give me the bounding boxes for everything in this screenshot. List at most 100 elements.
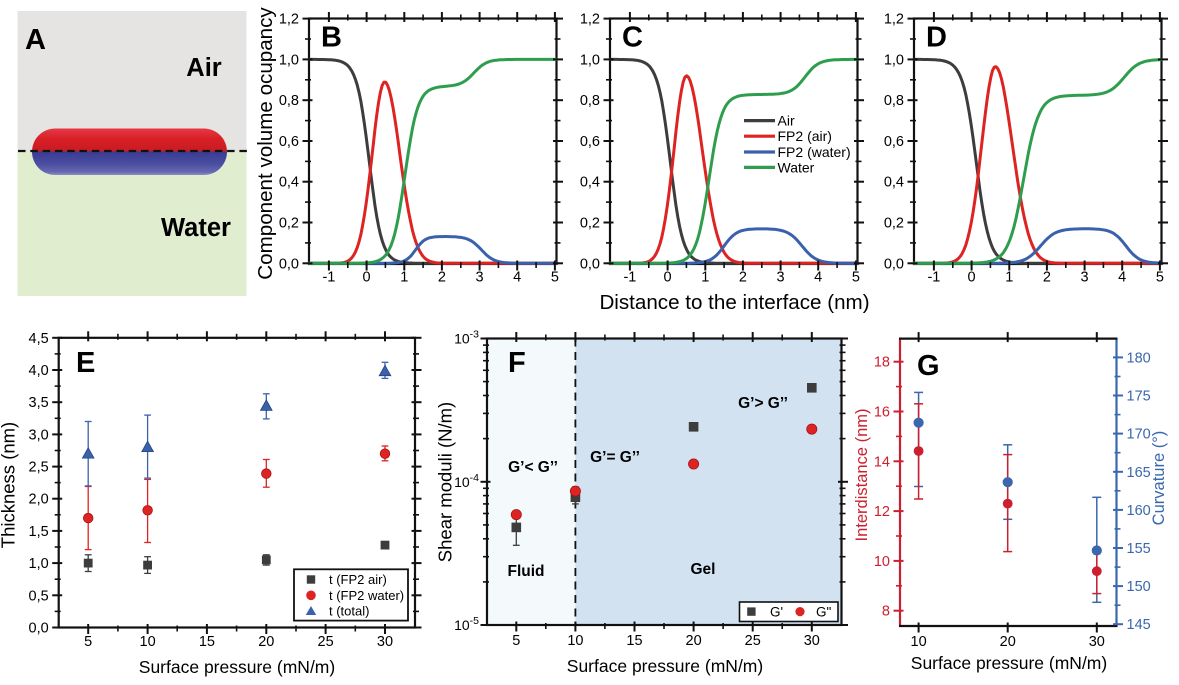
svg-text:1,2: 1,2 — [580, 12, 600, 28]
svg-text:0,2: 0,2 — [580, 216, 600, 232]
svg-text:0,8: 0,8 — [580, 93, 600, 109]
svg-text:1,0: 1,0 — [29, 556, 49, 572]
svg-text:Surface pressure (mN/m): Surface pressure (mN/m) — [139, 657, 335, 677]
svg-text:1,0: 1,0 — [884, 52, 904, 68]
svg-text:25: 25 — [318, 634, 334, 650]
svg-text:Interdistance (nm): Interdistance (nm) — [853, 409, 871, 542]
svg-text:G’> G’’: G’> G’’ — [738, 395, 788, 412]
svg-text:1,2: 1,2 — [279, 12, 299, 28]
svg-text:165: 165 — [1127, 465, 1151, 481]
svg-text:0,4: 0,4 — [580, 175, 600, 191]
svg-text:2: 2 — [438, 270, 446, 286]
svg-text:14: 14 — [874, 454, 890, 470]
svg-text:Water: Water — [778, 159, 815, 175]
svg-text:10: 10 — [567, 633, 583, 649]
svg-text:E: E — [76, 347, 95, 379]
svg-text:30: 30 — [377, 634, 393, 650]
svg-text:10: 10 — [874, 554, 890, 570]
svg-text:4: 4 — [513, 270, 521, 286]
svg-text:Air: Air — [778, 113, 795, 129]
svg-text:Surface pressure (mN/m): Surface pressure (mN/m) — [911, 653, 1107, 673]
svg-text:-1: -1 — [322, 270, 335, 286]
svg-text:3,5: 3,5 — [29, 395, 49, 411]
svg-text:t (total): t (total) — [329, 604, 369, 619]
svg-text:1,2: 1,2 — [884, 12, 904, 28]
svg-text:Gel: Gel — [691, 561, 716, 578]
svg-text:0,8: 0,8 — [884, 93, 904, 109]
svg-text:15: 15 — [199, 634, 215, 650]
svg-text:0: 0 — [664, 270, 672, 286]
svg-text:20: 20 — [258, 634, 274, 650]
svg-text:FP2 (water): FP2 (water) — [778, 144, 851, 160]
svg-text:1,5: 1,5 — [29, 524, 49, 540]
svg-text:18: 18 — [874, 355, 890, 371]
svg-text:1,0: 1,0 — [580, 52, 600, 68]
svg-text:G’= G’’: G’= G’’ — [590, 449, 640, 466]
svg-text:175: 175 — [1127, 389, 1151, 405]
svg-text:A: A — [25, 24, 46, 56]
svg-text:0,5: 0,5 — [29, 588, 49, 604]
svg-text:Fluid: Fluid — [507, 563, 544, 580]
svg-text:3: 3 — [777, 270, 785, 286]
svg-text:G’< G’’: G’< G’’ — [508, 459, 558, 476]
svg-text:Component volume ocupancy: Component volume ocupancy — [254, 7, 277, 280]
svg-text:Curvature (°): Curvature (°) — [1150, 431, 1168, 526]
svg-text:0,6: 0,6 — [580, 134, 600, 150]
svg-text:10-5: 10-5 — [454, 615, 479, 633]
svg-text:G: G — [917, 350, 940, 382]
svg-text:F: F — [508, 347, 526, 379]
svg-text:0,0: 0,0 — [884, 256, 904, 272]
svg-text:10: 10 — [911, 634, 927, 650]
svg-text:Air: Air — [186, 54, 222, 82]
svg-text:0,2: 0,2 — [279, 216, 299, 232]
svg-text:0,4: 0,4 — [884, 175, 904, 191]
svg-text:D: D — [926, 22, 947, 54]
svg-text:10-4: 10-4 — [454, 472, 479, 490]
svg-text:15: 15 — [626, 633, 642, 649]
svg-text:10: 10 — [140, 634, 156, 650]
svg-text:180: 180 — [1127, 350, 1151, 366]
svg-text:5: 5 — [1156, 270, 1164, 286]
svg-text:0,4: 0,4 — [279, 175, 299, 191]
svg-text:0,8: 0,8 — [279, 93, 299, 109]
svg-text:0,0: 0,0 — [279, 256, 299, 272]
svg-text:t (FP2 water): t (FP2 water) — [329, 588, 404, 603]
svg-text:FP2 (air): FP2 (air) — [778, 128, 832, 144]
svg-text:Shear moduli (N/m): Shear moduli (N/m) — [435, 402, 456, 562]
svg-text:20: 20 — [686, 633, 702, 649]
svg-text:G': G' — [770, 605, 783, 620]
svg-text:4,5: 4,5 — [29, 331, 49, 347]
svg-text:C: C — [622, 22, 643, 54]
svg-text:Surface pressure (mN/m): Surface pressure (mN/m) — [567, 656, 763, 676]
svg-text:B: B — [321, 22, 342, 54]
svg-text:3: 3 — [476, 270, 484, 286]
svg-text:G": G" — [816, 605, 832, 620]
svg-text:16: 16 — [874, 405, 890, 421]
svg-text:145: 145 — [1127, 617, 1151, 633]
svg-text:25: 25 — [745, 633, 761, 649]
svg-text:4,0: 4,0 — [29, 363, 49, 379]
svg-text:0: 0 — [363, 270, 371, 286]
svg-text:20: 20 — [1000, 634, 1016, 650]
svg-text:0: 0 — [968, 270, 976, 286]
svg-text:0,2: 0,2 — [884, 216, 904, 232]
svg-text:3: 3 — [1081, 270, 1089, 286]
svg-text:170: 170 — [1127, 427, 1151, 443]
svg-text:1,0: 1,0 — [279, 52, 299, 68]
svg-text:8: 8 — [882, 604, 890, 620]
svg-text:5: 5 — [512, 633, 520, 649]
svg-text:5: 5 — [551, 270, 559, 286]
svg-text:10-3: 10-3 — [454, 329, 479, 347]
svg-text:150: 150 — [1127, 579, 1151, 595]
svg-text:4: 4 — [1118, 270, 1126, 286]
svg-text:t (FP2 air): t (FP2 air) — [329, 572, 387, 587]
svg-text:1: 1 — [701, 270, 709, 286]
svg-text:0,0: 0,0 — [29, 621, 49, 637]
svg-text:12: 12 — [874, 504, 890, 520]
svg-text:Water: Water — [161, 214, 231, 242]
svg-text:2: 2 — [739, 270, 747, 286]
svg-text:30: 30 — [804, 633, 820, 649]
svg-text:1: 1 — [400, 270, 408, 286]
svg-text:155: 155 — [1127, 541, 1151, 557]
svg-text:1: 1 — [1005, 270, 1013, 286]
